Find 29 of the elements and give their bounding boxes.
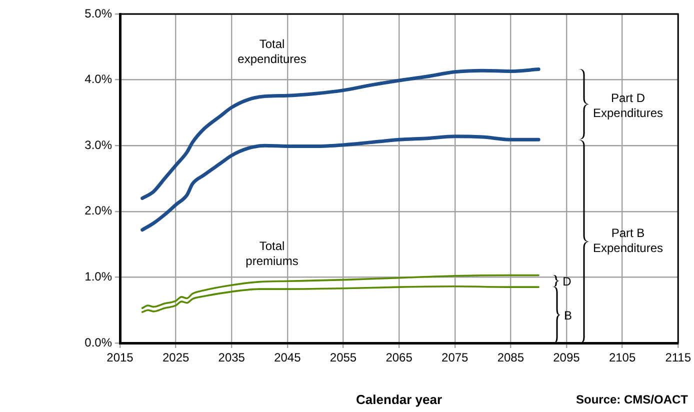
line-series	[140, 68, 540, 200]
y-tick-label: 4.0%	[84, 72, 112, 86]
y-tick-label: 1.0%	[84, 270, 112, 284]
line-series	[141, 274, 540, 310]
annotation: Part B Expenditures	[592, 226, 664, 255]
x-tick-label: 2085	[497, 350, 524, 365]
x-tick-label: 2065	[386, 350, 413, 365]
y-tick-label: 0.0%	[84, 335, 112, 350]
x-tick-label: 2115	[665, 350, 692, 365]
source-note: Source: CMS/OACT	[576, 392, 689, 406]
x-tick-label: 2045	[274, 350, 302, 365]
line-series	[141, 286, 540, 313]
x-tick-label: 2105	[608, 350, 636, 365]
line-series	[140, 134, 540, 232]
annotation: B	[564, 308, 572, 322]
y-tick-label: 5.0%	[84, 6, 112, 20]
annotation: Part D Expenditures	[592, 90, 664, 120]
x-tick-label: 2055	[330, 350, 357, 365]
annotation: Total expenditures	[238, 36, 306, 66]
x-tick-label: 2095	[553, 350, 580, 365]
x-axis-title: Calendar year	[356, 392, 442, 407]
x-tick-label: 2035	[218, 350, 246, 365]
x-tick-label: 2075	[442, 350, 469, 365]
x-tick-label: 2025	[162, 350, 190, 365]
x-tick-label: 2015	[106, 350, 134, 365]
annotation: D	[562, 274, 572, 288]
y-tick-label: 3.0%	[84, 138, 112, 152]
y-tick-label: 2.0%	[84, 204, 112, 218]
annotation: Total premiums	[246, 238, 298, 268]
